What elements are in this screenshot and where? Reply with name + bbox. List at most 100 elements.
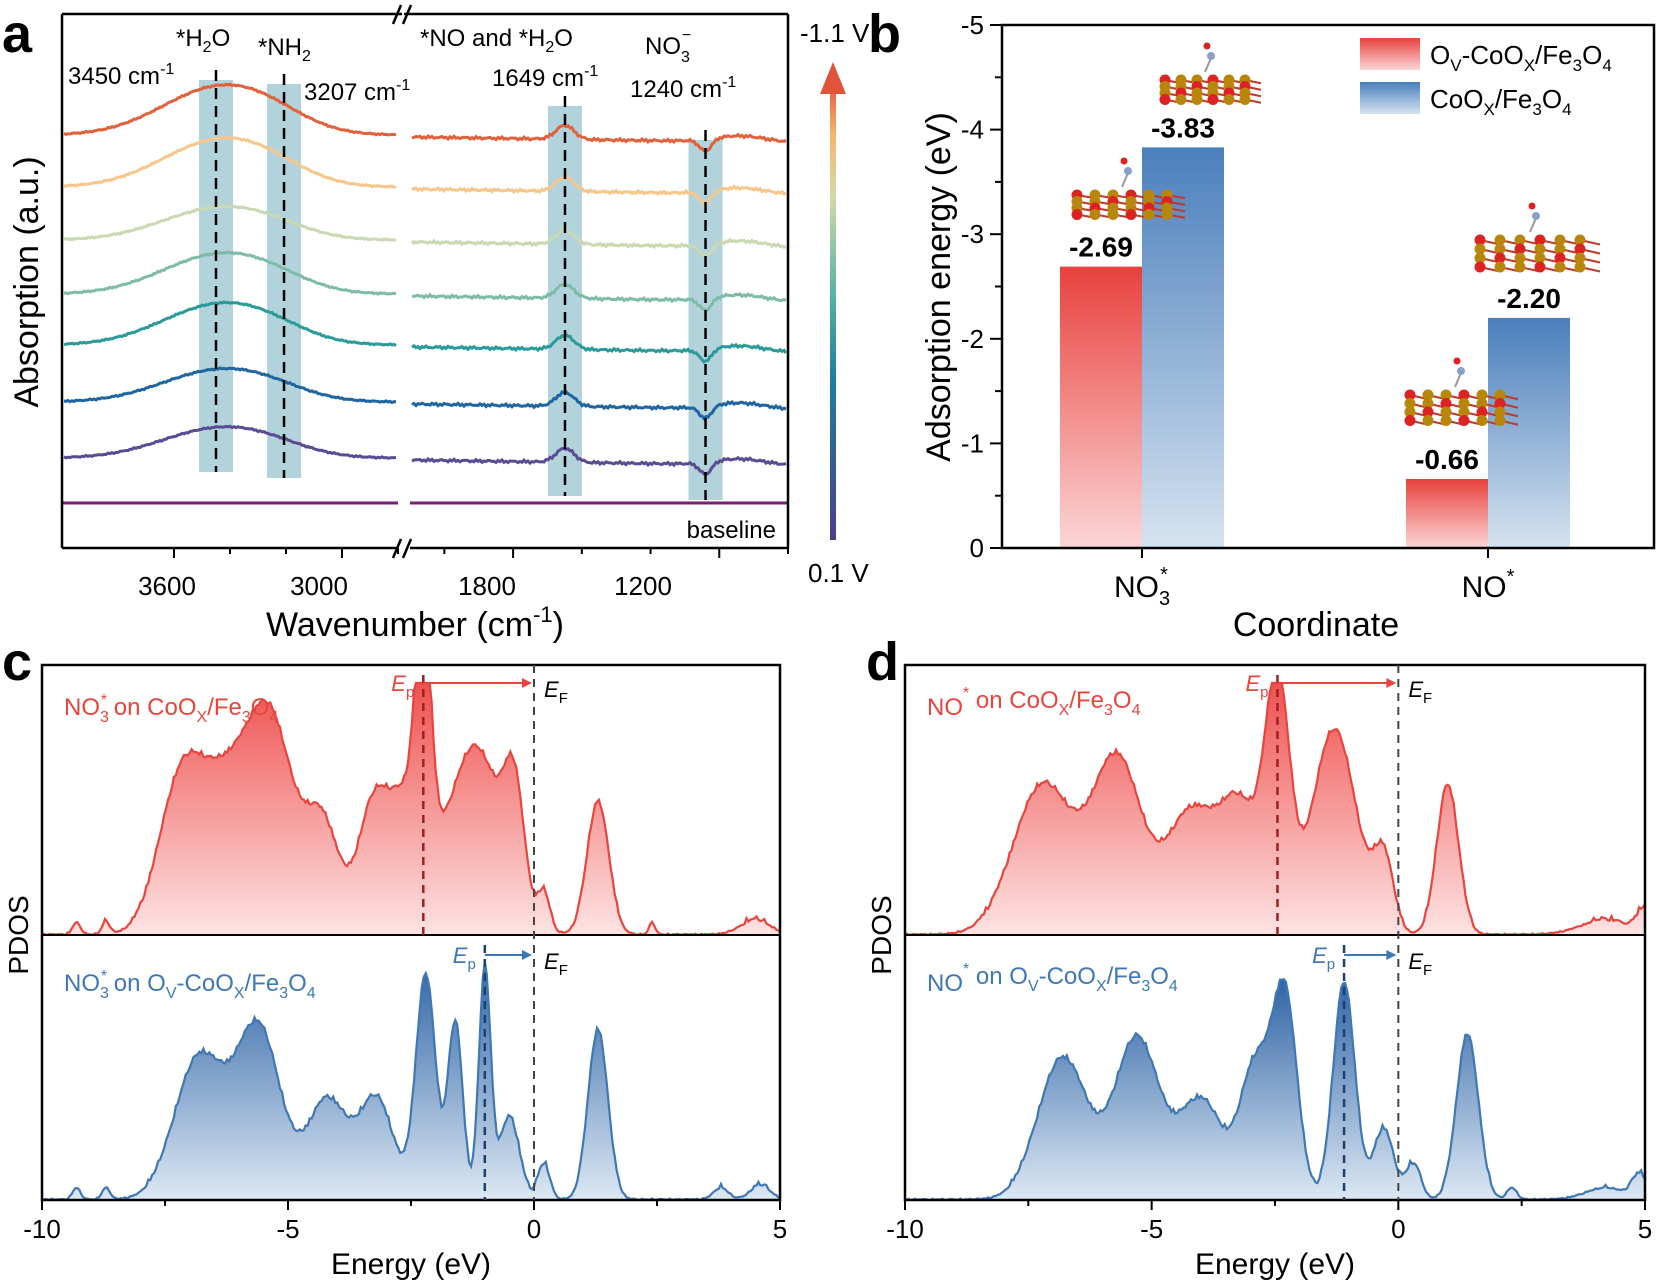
atom — [1476, 415, 1488, 426]
ef-label: EF — [544, 677, 568, 707]
atom — [1474, 252, 1486, 264]
annotation-h2o-species: *H2O — [176, 25, 230, 56]
bond — [1121, 172, 1129, 188]
potential-color-scale — [830, 80, 836, 540]
atom — [1422, 406, 1434, 418]
pdos-bottom-line — [904, 978, 1646, 1202]
atom — [1458, 415, 1470, 426]
spectrum-left-3 — [63, 250, 397, 296]
bar-value-label: -3.83 — [1151, 112, 1215, 143]
arrow-head-icon — [1386, 678, 1397, 688]
atom — [1458, 398, 1470, 409]
atom — [1440, 389, 1452, 401]
atom — [1457, 367, 1465, 375]
structure-icons — [1071, 42, 1601, 426]
y-tick-label: -4 — [961, 115, 984, 145]
annotation-no3-wavenumber: 1240 cm-1 — [630, 74, 736, 103]
panel-c: -10 -5 0 5 Energy (eV) PDOS Ep EF Ep EF NO3* on Co… — [3, 663, 787, 1280]
arrow-head-icon — [522, 678, 532, 688]
spectrum-right-6 — [411, 446, 787, 476]
atom — [1404, 406, 1416, 418]
x-tick-label: 3000 — [290, 571, 348, 601]
legend-swatch-coox — [1360, 82, 1420, 114]
atom — [1554, 261, 1566, 273]
spectrum-left-5 — [63, 366, 397, 405]
atom — [1474, 243, 1486, 255]
spectrum-left-2 — [63, 204, 397, 242]
annotation-no-species: *NO and *H2O — [420, 25, 573, 56]
pdos-top-fill — [905, 683, 1645, 935]
atom — [1440, 415, 1452, 426]
legend-swatch-ov — [1360, 38, 1420, 70]
y-axis-label-b: Adsorption energy (eV) — [920, 112, 958, 462]
bar-1-1 — [1488, 317, 1570, 548]
scale-arrow-icon — [820, 62, 846, 94]
y-axis-label: PDOS — [3, 895, 34, 974]
y-ticks-b: 0 -1 -2 -3 -4 -5 — [961, 10, 1002, 563]
panel-letter-b: b — [868, 4, 901, 64]
panel-b: -2.69 -3.83 -0.66 -2.20 0 -1 -2 -3 -4 -5 Adsorpt… — [920, 10, 1656, 644]
top-series-label: NO3* on CoOX/Fe3O4 — [64, 692, 278, 726]
atom — [1161, 209, 1173, 220]
panel-a: 3600 3000 1800 1200 Wavenumber (cm-1) Ab… — [8, 4, 870, 644]
atom — [1474, 261, 1486, 273]
peak-lines — [214, 70, 707, 500]
bottom-series-label: NO* on OV-CoOX/Fe3O4 — [927, 961, 1178, 997]
scale-bottom-label: 0.1 V — [808, 558, 869, 588]
category-label-no: NO* — [1462, 566, 1515, 604]
atom — [1458, 406, 1470, 418]
x-tick-label: 0 — [1391, 1214, 1405, 1244]
y-axis-label: PDOS — [866, 895, 897, 974]
spectrum-right-1 — [411, 174, 787, 207]
slab-structure-icon — [1071, 157, 1186, 220]
atom — [1159, 94, 1171, 105]
atom — [1532, 212, 1540, 220]
atom — [1404, 398, 1416, 409]
arrow-head-icon — [522, 950, 532, 960]
atom — [1191, 94, 1203, 105]
annotation-no3-species: NO3− — [645, 27, 691, 66]
atom — [1534, 252, 1546, 264]
atom — [1514, 243, 1526, 255]
annotation-h2o-wavenumber: 3450 cm-1 — [68, 61, 174, 90]
slab-structure-icon — [1159, 42, 1262, 105]
x-tick-label: -10 — [23, 1214, 61, 1244]
baseline-label: baseline — [687, 517, 776, 544]
bond — [1454, 372, 1462, 388]
atom — [1453, 357, 1461, 365]
atom — [1125, 209, 1137, 220]
x-axis-label: Energy (eV) — [1195, 1248, 1355, 1280]
x-tick-label: 3600 — [138, 571, 196, 601]
atom — [1494, 252, 1506, 264]
atom — [1528, 202, 1536, 210]
spectrum-right-4 — [411, 331, 788, 364]
x-axis-label-a: Wavenumber (cm-1) — [266, 602, 564, 644]
bar-0-0 — [1060, 266, 1142, 548]
legend-label-coox: CoOX/Fe3O4 — [1430, 84, 1572, 119]
x-tick-label: 0 — [527, 1214, 541, 1244]
panel-letter-c: c — [2, 632, 32, 692]
axis-break-top — [391, 4, 413, 25]
atom — [1071, 209, 1083, 220]
spectra-traces — [62, 82, 788, 505]
atom — [1458, 389, 1470, 401]
x-tick-label: 5 — [773, 1214, 787, 1244]
x-tick-label: -5 — [1140, 1214, 1163, 1244]
panel-letter-d: d — [866, 632, 899, 692]
atom — [1207, 52, 1215, 60]
atom — [1203, 42, 1211, 50]
annotation-nh2-wavenumber: 3207 cm-1 — [304, 77, 410, 106]
atom — [1440, 406, 1452, 418]
spectrum-right-3 — [411, 282, 787, 313]
spectrum-left-6 — [63, 424, 397, 460]
atom — [1404, 415, 1416, 426]
spectrum-left-0 — [63, 82, 397, 137]
ef-label: EF — [1408, 949, 1432, 979]
atom — [1514, 252, 1526, 264]
atom — [1143, 209, 1155, 220]
x-tick-label: 5 — [1638, 1214, 1652, 1244]
atom — [1554, 243, 1566, 255]
atom — [1239, 94, 1251, 105]
atom — [1404, 389, 1416, 401]
pdos-bottom-fill — [42, 961, 780, 1200]
